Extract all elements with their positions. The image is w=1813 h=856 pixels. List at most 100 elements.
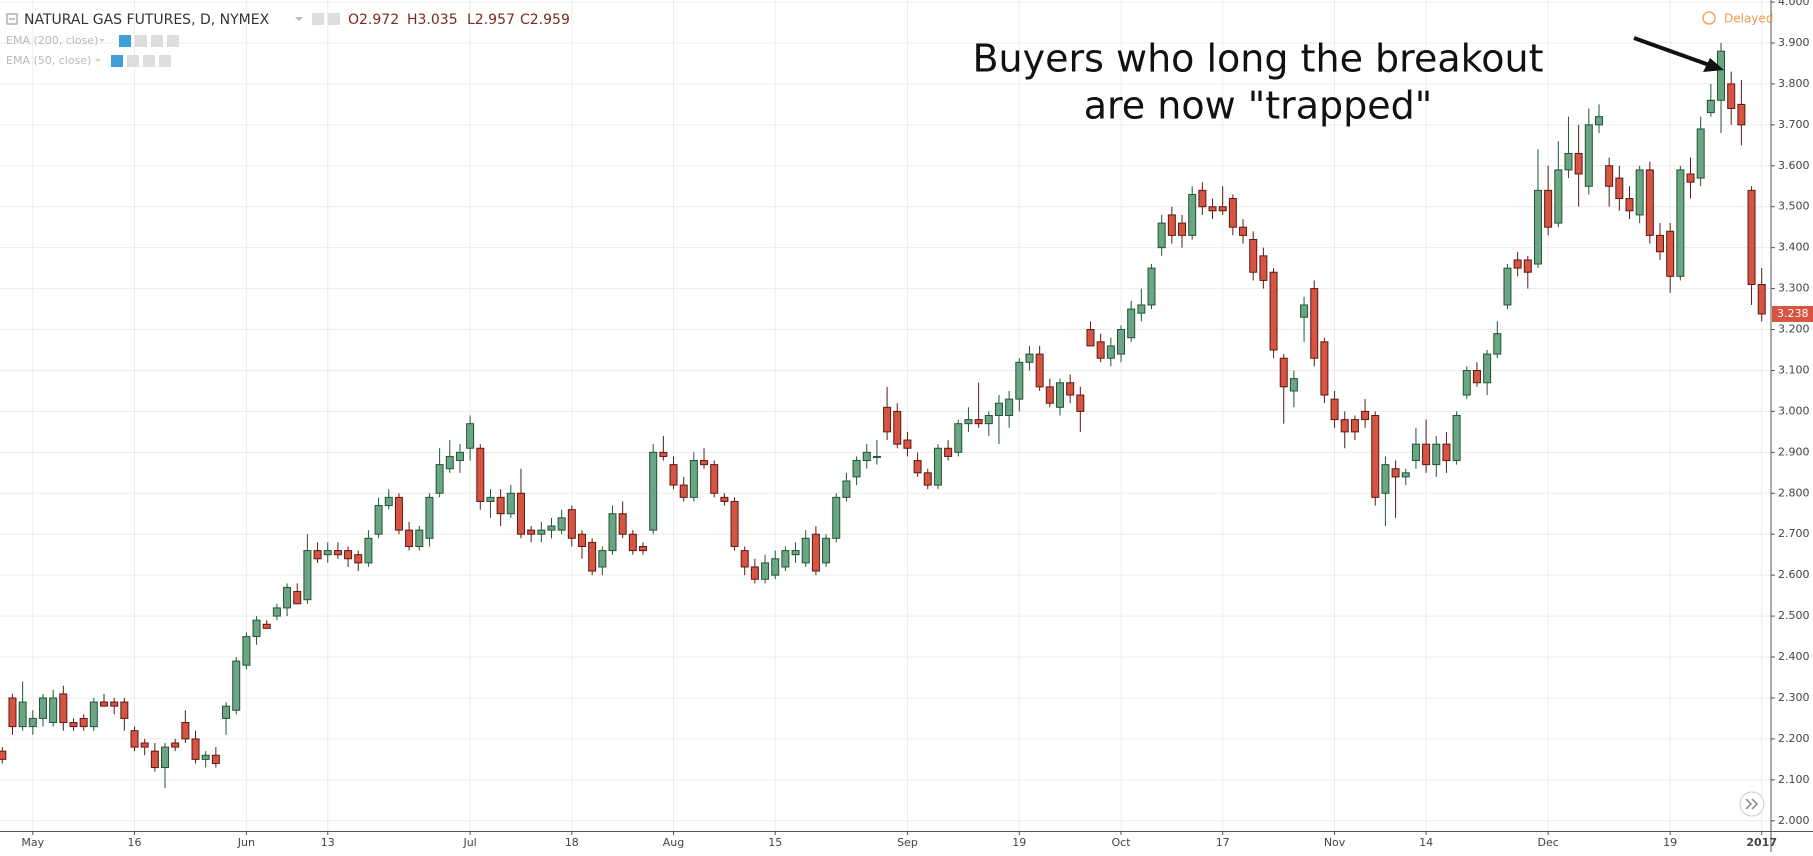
y-tick-label: 3.000 bbox=[1778, 404, 1810, 417]
candle-body bbox=[720, 496, 729, 502]
candle-body bbox=[1717, 50, 1726, 101]
visibility-icon[interactable] bbox=[119, 35, 131, 47]
x-tick-label: 19 bbox=[1663, 836, 1677, 849]
ohlc-high: H3.035 bbox=[407, 12, 458, 28]
candle-body bbox=[1737, 103, 1746, 126]
candle-body bbox=[1045, 386, 1054, 404]
add-icon[interactable] bbox=[143, 55, 155, 67]
candle-body bbox=[1544, 189, 1553, 228]
candle-body bbox=[1462, 369, 1471, 396]
candle-body bbox=[333, 550, 342, 556]
candle-body bbox=[1096, 341, 1105, 359]
visibility-icon[interactable] bbox=[111, 55, 123, 67]
candle-body bbox=[1503, 267, 1512, 306]
settings-icon[interactable] bbox=[328, 13, 340, 25]
candle-body bbox=[567, 509, 576, 539]
candle-body bbox=[1055, 382, 1064, 408]
candle-body bbox=[69, 722, 78, 728]
candle-body bbox=[903, 439, 912, 449]
candle-body bbox=[89, 701, 98, 728]
candle-body bbox=[639, 545, 648, 552]
candle-body bbox=[628, 533, 637, 552]
x-tick-label: Aug bbox=[663, 836, 684, 849]
candle-body bbox=[272, 607, 281, 617]
candle-body bbox=[476, 447, 485, 502]
candle-body bbox=[944, 447, 953, 457]
candle-body bbox=[1401, 472, 1410, 478]
candle-body bbox=[649, 451, 658, 531]
candle-body bbox=[1188, 193, 1197, 236]
candle-body bbox=[0, 750, 7, 760]
settings-icon[interactable] bbox=[135, 35, 147, 47]
candle-body bbox=[384, 496, 393, 507]
dropdown-icon[interactable] bbox=[99, 39, 105, 42]
candle-body bbox=[1371, 415, 1380, 498]
candle-body bbox=[130, 730, 139, 748]
candle-body bbox=[49, 697, 58, 724]
indicator-label[interactable]: EMA (50, close) bbox=[6, 54, 91, 67]
x-tick-label: 2017 bbox=[1746, 836, 1777, 849]
candle-body bbox=[516, 492, 525, 535]
x-tick-label: Sep bbox=[897, 836, 918, 849]
candle-body bbox=[1523, 259, 1532, 273]
remove-icon[interactable] bbox=[159, 55, 171, 67]
candle-body bbox=[364, 537, 373, 564]
collapse-toggle[interactable] bbox=[6, 13, 18, 25]
x-tick-label: Nov bbox=[1324, 836, 1346, 849]
x-tick-label: Oct bbox=[1111, 836, 1131, 849]
settings-icon[interactable] bbox=[127, 55, 139, 67]
indicator-label[interactable]: EMA (200, close) bbox=[6, 34, 98, 47]
candle-body bbox=[1594, 116, 1603, 126]
candle-body bbox=[547, 525, 556, 531]
y-tick-label: 3.100 bbox=[1778, 363, 1810, 376]
candle-body bbox=[354, 554, 363, 564]
y-tick-label: 3.500 bbox=[1778, 200, 1810, 213]
dropdown-icon[interactable] bbox=[95, 59, 101, 62]
remove-icon[interactable] bbox=[167, 35, 179, 47]
y-tick-label: 3.600 bbox=[1778, 159, 1810, 172]
candle-body bbox=[537, 529, 546, 535]
candle-body bbox=[1066, 382, 1075, 396]
candle-body bbox=[618, 513, 627, 535]
ohlc-low: L2.957 bbox=[467, 12, 515, 28]
y-tick-label: 2.000 bbox=[1778, 814, 1810, 827]
status-icon bbox=[1702, 11, 1716, 25]
candle-body bbox=[933, 447, 942, 486]
x-tick-label: 13 bbox=[321, 836, 335, 849]
candle-body bbox=[344, 550, 353, 560]
axes: 2.000 2.100 2.200 2.300 2.400 2.500 2.600 2.700… bbox=[21, 0, 1813, 849]
candle-body bbox=[171, 742, 180, 748]
candle-body bbox=[801, 537, 810, 564]
candle-body bbox=[598, 550, 607, 568]
x-tick-label: Jul bbox=[462, 836, 476, 849]
candle-body bbox=[1279, 357, 1288, 388]
candle-body bbox=[374, 505, 383, 535]
candle-body bbox=[8, 697, 17, 728]
candle-body bbox=[191, 738, 200, 760]
candle-body bbox=[1757, 284, 1766, 315]
candle-body bbox=[1350, 419, 1359, 433]
candle-body bbox=[1269, 271, 1278, 351]
candle-body bbox=[1178, 222, 1187, 236]
settings-icon[interactable] bbox=[312, 13, 324, 25]
candle-body bbox=[120, 701, 129, 719]
candle-body bbox=[1584, 124, 1593, 187]
candle-body bbox=[1198, 189, 1207, 208]
dropdown-icon[interactable] bbox=[295, 17, 303, 21]
candle-body bbox=[954, 423, 963, 453]
candle-body bbox=[1422, 443, 1431, 466]
x-tick-label: Dec bbox=[1537, 836, 1558, 849]
add-icon[interactable] bbox=[151, 35, 163, 47]
candle-body bbox=[1452, 415, 1461, 462]
candle-body bbox=[1218, 206, 1227, 212]
candle-body bbox=[38, 697, 47, 719]
last-price-box bbox=[1772, 305, 1813, 322]
candle-body bbox=[1605, 165, 1614, 187]
y-tick-label: 2.300 bbox=[1778, 691, 1810, 704]
candle-body bbox=[1228, 198, 1237, 228]
candle-body bbox=[811, 533, 820, 572]
candle-body bbox=[1300, 304, 1309, 318]
candle-body bbox=[211, 754, 220, 764]
